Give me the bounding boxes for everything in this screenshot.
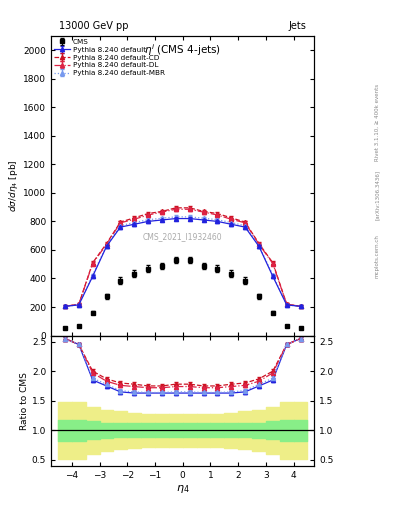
Text: [arXiv:1306.3436]: [arXiv:1306.3436] bbox=[375, 169, 380, 220]
Text: $\eta^i$ (CMS 4-jets): $\eta^i$ (CMS 4-jets) bbox=[144, 42, 221, 58]
Y-axis label: Ratio to CMS: Ratio to CMS bbox=[20, 372, 29, 430]
Text: mcplots.cern.ch: mcplots.cern.ch bbox=[375, 234, 380, 278]
Text: 13000 GeV pp: 13000 GeV pp bbox=[59, 22, 129, 31]
Text: Rivet 3.1.10, ≥ 400k events: Rivet 3.1.10, ≥ 400k events bbox=[375, 84, 380, 161]
Y-axis label: $d\sigma/d\eta_4$ [pb]: $d\sigma/d\eta_4$ [pb] bbox=[7, 159, 20, 212]
Text: CMS_2021_I1932460: CMS_2021_I1932460 bbox=[143, 232, 222, 241]
X-axis label: $\eta_4$: $\eta_4$ bbox=[176, 482, 189, 495]
Text: Jets: Jets bbox=[288, 22, 307, 31]
Legend: CMS, Pythia 8.240 default, Pythia 8.240 default-CD, Pythia 8.240 default-DL, Pyt: CMS, Pythia 8.240 default, Pythia 8.240 … bbox=[53, 37, 166, 78]
